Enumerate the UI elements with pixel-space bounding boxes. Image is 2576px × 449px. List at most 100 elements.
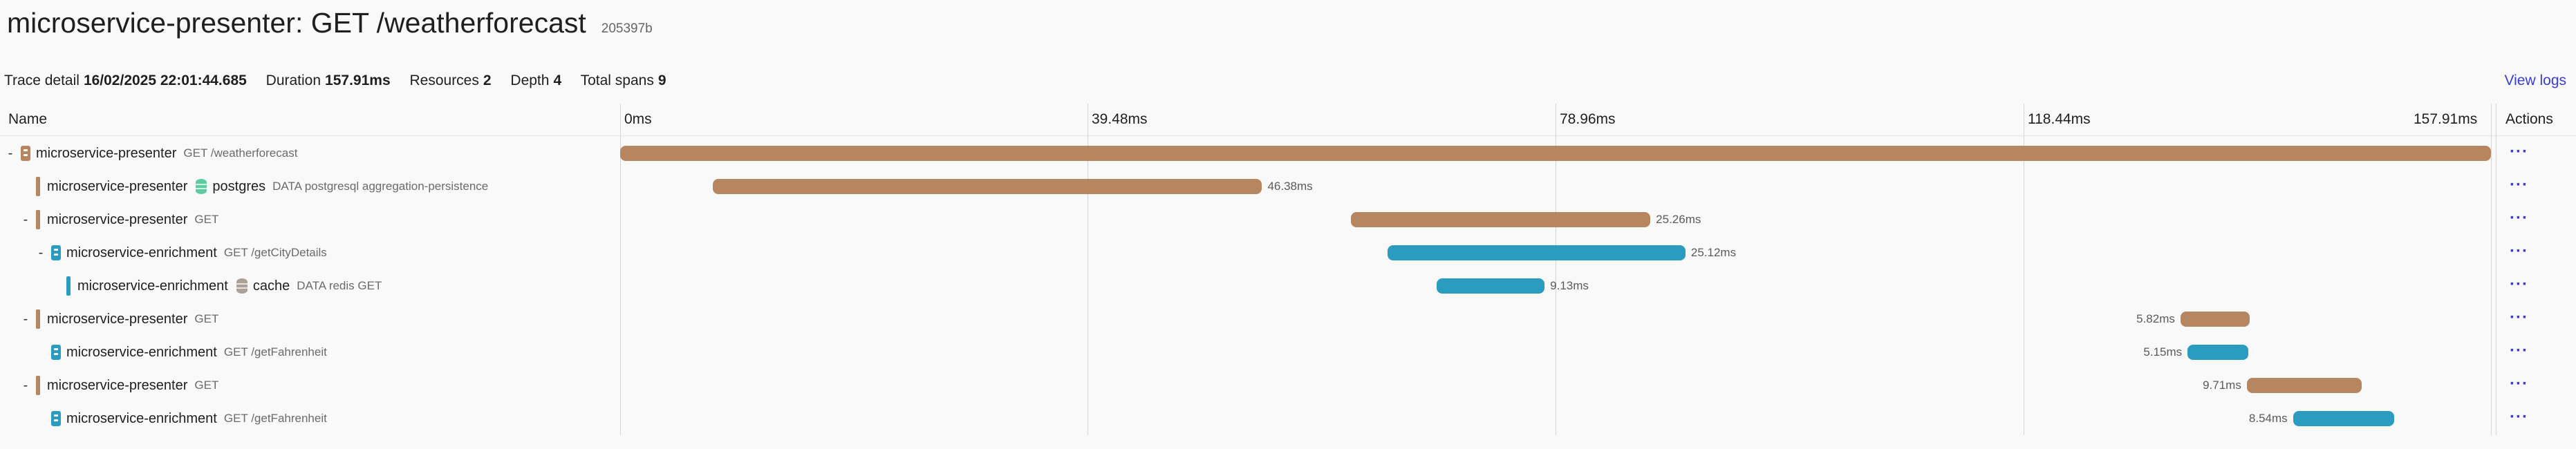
header-divider bbox=[0, 135, 2576, 136]
span-row[interactable]: microservice-enrichment GET /getFahrenhei… bbox=[0, 402, 2576, 435]
span-name: - microservice-presenter GET bbox=[18, 303, 218, 336]
span-bar[interactable] bbox=[1388, 245, 1686, 260]
span-row[interactable]: - microservice-presenter GET 25.26ms ··· bbox=[0, 203, 2576, 236]
timeline-tick-label: 39.48ms bbox=[1092, 111, 1148, 127]
timeline-gridline bbox=[2491, 104, 2492, 435]
span-target: postgres bbox=[212, 178, 266, 194]
collapse-toggle[interactable]: - bbox=[23, 377, 28, 393]
resources-value: 2 bbox=[483, 73, 492, 88]
service-name: microservice-enrichment bbox=[66, 410, 217, 426]
resource-color-stripe bbox=[36, 210, 40, 229]
collapse-toggle[interactable]: - bbox=[23, 211, 28, 227]
span-actions-menu-icon[interactable]: ··· bbox=[2510, 242, 2528, 260]
span-actions-menu-icon[interactable]: ··· bbox=[2510, 308, 2528, 327]
timeline-tick-label: 118.44ms bbox=[2028, 111, 2091, 127]
service-name: microservice-presenter bbox=[47, 178, 188, 194]
span-row[interactable]: microservice-enrichment GET /getFahrenhei… bbox=[0, 336, 2576, 369]
resource-color-stripe bbox=[36, 376, 40, 395]
timeline-tick-label: 78.96ms bbox=[1560, 111, 1616, 127]
span-actions-menu-icon[interactable]: ··· bbox=[2510, 275, 2528, 294]
collapse-toggle[interactable]: - bbox=[23, 311, 28, 327]
span-actions-menu-icon[interactable]: ··· bbox=[2510, 209, 2528, 227]
span-name: microservice-presenter postgres DATA postg… bbox=[18, 170, 488, 203]
span-detail: GET /weatherforecast bbox=[183, 146, 298, 160]
span-name: - microservice-presenter GET /weatherforec… bbox=[3, 137, 297, 170]
span-duration-label: 8.54ms bbox=[2248, 412, 2288, 425]
trace-detail-value: 16/02/2025 22:01:44.685 bbox=[83, 73, 247, 88]
span-actions-menu-icon[interactable]: ··· bbox=[2510, 408, 2528, 426]
span-bar[interactable] bbox=[1436, 278, 1545, 294]
span-name: - microservice-enrichment GET /getCityDeta… bbox=[33, 236, 327, 269]
span-detail: GET /getFahrenheit bbox=[223, 412, 327, 425]
span-detail: GET bbox=[194, 379, 219, 392]
span-bar[interactable] bbox=[2246, 378, 2362, 393]
span-detail: GET bbox=[194, 213, 219, 226]
span-duration-label: 9.13ms bbox=[1550, 279, 1589, 292]
span-row[interactable]: - microservice-enrichment GET /getCityDeta… bbox=[0, 236, 2576, 269]
column-header-name: Name bbox=[8, 111, 48, 127]
trace-summary: Trace detail 16/02/2025 22:01:44.685 Dura… bbox=[4, 73, 682, 89]
span-name: - microservice-presenter GET bbox=[18, 203, 218, 236]
span-detail: GET bbox=[194, 312, 219, 325]
duration-value: 157.91ms bbox=[325, 73, 391, 88]
span-row[interactable]: - microservice-presenter GET /weatherforec… bbox=[0, 137, 2576, 170]
span-target: cache bbox=[252, 278, 290, 294]
span-row[interactable]: microservice-enrichment cache DATA redis G… bbox=[0, 269, 2576, 303]
trace-waterfall: Name Actions 0ms 39.48ms 78.96ms 118.44ms 15… bbox=[0, 104, 2576, 435]
span-name: microservice-enrichment cache DATA redis G… bbox=[48, 269, 382, 303]
resource-color-stripe bbox=[36, 309, 40, 329]
timeline-tick-label: 0ms bbox=[624, 111, 652, 127]
span-row[interactable]: microservice-presenter postgres DATA postg… bbox=[0, 170, 2576, 203]
span-actions-menu-icon[interactable]: ··· bbox=[2510, 341, 2528, 360]
span-name: microservice-enrichment GET /getFahrenhei… bbox=[33, 336, 327, 369]
column-header-actions: Actions bbox=[2505, 111, 2553, 127]
timeline-tick-label: 157.91ms bbox=[2414, 111, 2478, 127]
span-actions-menu-icon[interactable]: ··· bbox=[2510, 175, 2528, 194]
span-row[interactable]: - microservice-presenter GET 5.82ms ··· bbox=[0, 303, 2576, 336]
service-icon bbox=[51, 411, 61, 426]
service-name: microservice-presenter bbox=[47, 211, 188, 227]
trace-detail-label: Trace detail bbox=[4, 73, 80, 88]
page-header: microservice-presenter: GET /weatherfore… bbox=[7, 7, 653, 48]
span-bar[interactable] bbox=[1351, 212, 1651, 227]
total-spans-label: Total spans bbox=[580, 73, 654, 88]
duration-label: Duration bbox=[265, 73, 321, 88]
span-duration-label: 25.26ms bbox=[1656, 213, 1701, 226]
span-detail: GET /getFahrenheit bbox=[223, 345, 327, 359]
service-name: microservice-enrichment bbox=[77, 278, 228, 294]
collapse-toggle[interactable]: - bbox=[38, 245, 44, 260]
span-detail: DATA redis GET bbox=[297, 279, 382, 292]
span-name: - microservice-presenter GET bbox=[18, 369, 218, 402]
span-name: microservice-enrichment GET /getFahrenhei… bbox=[33, 402, 327, 435]
timeline-gridline bbox=[620, 104, 621, 435]
span-actions-menu-icon[interactable]: ··· bbox=[2510, 374, 2528, 393]
service-name: microservice-enrichment bbox=[66, 344, 217, 360]
span-detail: GET /getCityDetails bbox=[223, 246, 327, 259]
total-spans-value: 9 bbox=[657, 73, 666, 88]
depth-value: 4 bbox=[553, 73, 562, 88]
collapse-toggle[interactable]: - bbox=[8, 145, 13, 161]
span-detail: DATA postgresql aggregation-persistence bbox=[272, 180, 489, 193]
view-logs-link[interactable]: View logs bbox=[2504, 73, 2567, 88]
span-duration-label: 5.82ms bbox=[2136, 312, 2175, 325]
resource-color-stripe bbox=[36, 177, 40, 196]
span-row[interactable]: - microservice-presenter GET 9.71ms ··· bbox=[0, 369, 2576, 402]
span-duration-label: 9.71ms bbox=[2203, 379, 2241, 392]
service-name: microservice-presenter bbox=[47, 377, 188, 393]
span-duration-label: 25.12ms bbox=[1690, 246, 1737, 259]
span-actions-menu-icon[interactable]: ··· bbox=[2510, 142, 2528, 161]
page-title: microservice-presenter: GET /weatherfore… bbox=[7, 7, 586, 39]
span-bar[interactable] bbox=[2180, 312, 2250, 327]
database-icon bbox=[196, 179, 207, 194]
service-icon bbox=[21, 146, 30, 161]
span-bar[interactable] bbox=[620, 146, 2491, 161]
span-bar[interactable] bbox=[712, 179, 1262, 194]
span-bar[interactable] bbox=[2293, 411, 2394, 426]
cache-icon bbox=[236, 278, 248, 294]
service-name: microservice-enrichment bbox=[66, 245, 217, 260]
resources-label: Resources bbox=[409, 73, 479, 88]
span-bar[interactable] bbox=[2187, 345, 2249, 360]
resource-color-stripe bbox=[66, 276, 71, 296]
trace-id: 205397b bbox=[601, 21, 653, 36]
service-icon bbox=[51, 345, 61, 360]
